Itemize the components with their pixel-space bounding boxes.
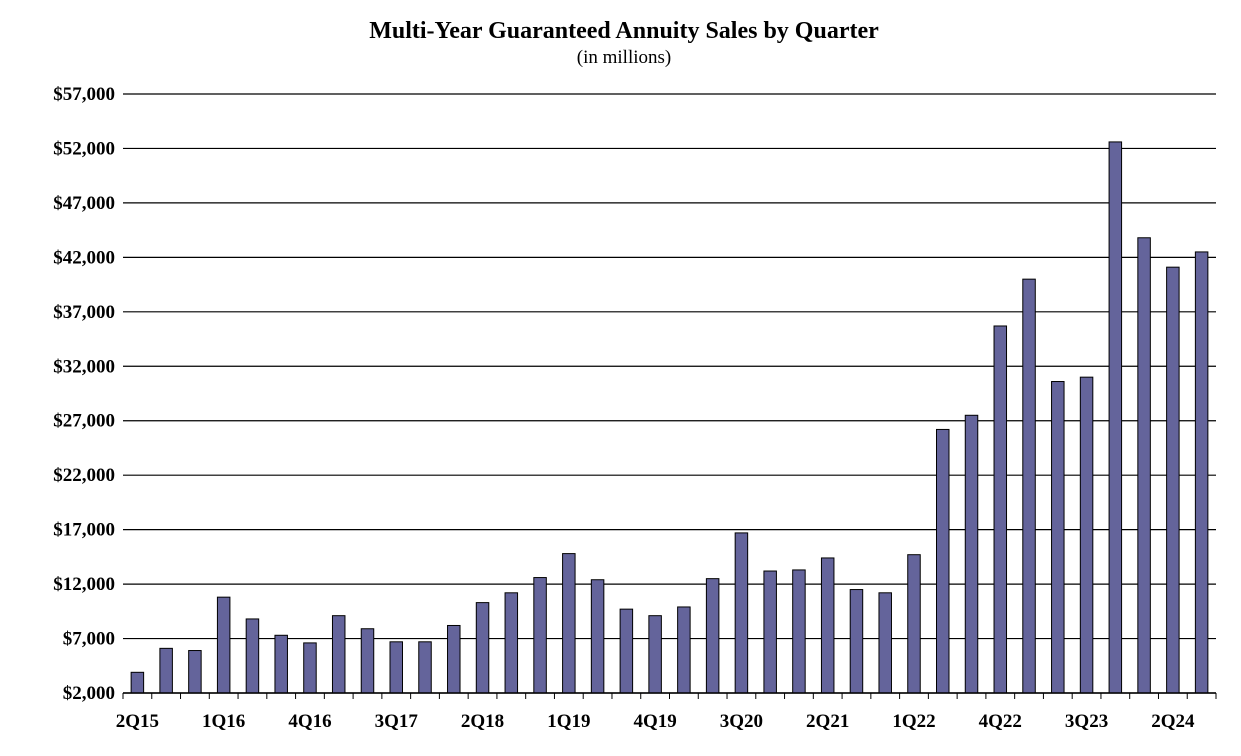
bar-1Q20 <box>677 606 691 694</box>
bar-1Q23 <box>1022 278 1036 694</box>
bar-1Q16 <box>216 596 231 694</box>
bar-4Q20 <box>763 570 777 694</box>
x-tick-label: 2Q15 <box>116 711 159 732</box>
x-tick-label: 3Q23 <box>1065 711 1108 732</box>
bar-4Q15 <box>188 650 202 694</box>
gridlines <box>123 93 1216 694</box>
bar-4Q18 <box>533 577 547 694</box>
y-tick-label: $12,000 <box>53 574 115 595</box>
bar-1Q19 <box>562 553 576 694</box>
x-tick-label: 3Q20 <box>720 711 763 732</box>
bar-1Q22 <box>907 554 921 694</box>
bar-3Q18 <box>504 592 519 694</box>
bar-1Q17 <box>331 615 346 694</box>
bar-3Q15 <box>159 647 173 694</box>
bar-3Q21 <box>849 589 864 694</box>
y-tick-label: $22,000 <box>53 465 115 486</box>
bar-4Q17 <box>418 641 432 694</box>
x-tick-label: 4Q22 <box>979 711 1022 732</box>
bar-2Q18 <box>475 602 490 694</box>
chart-subtitle: (in millions) <box>577 47 671 68</box>
x-tick-label: 1Q22 <box>892 711 935 732</box>
y-tick-label: $47,000 <box>53 193 115 214</box>
x-tick-label: 1Q19 <box>547 711 590 732</box>
y-tick-label: $7,000 <box>63 629 115 650</box>
x-tick-label: 2Q24 <box>1151 711 1195 732</box>
x-tick-label: 1Q16 <box>202 711 245 732</box>
y-tick-label: $37,000 <box>53 302 115 323</box>
x-tick-label: 4Q16 <box>288 711 331 732</box>
bar-2Q15 <box>130 671 145 694</box>
bar-2Q16 <box>245 618 260 694</box>
bar-1Q18 <box>447 624 461 694</box>
bar-3Q24 <box>1194 251 1209 694</box>
bar-4Q19 <box>648 615 662 694</box>
bars <box>130 141 1209 694</box>
y-tick-label: $52,000 <box>53 138 115 159</box>
bar-4Q21 <box>878 592 892 694</box>
x-tick-label: 3Q17 <box>375 711 419 732</box>
bar-3Q16 <box>274 634 288 694</box>
x-tick-label: 2Q18 <box>461 711 504 732</box>
bar-1Q21 <box>792 569 806 694</box>
bar-3Q22 <box>964 414 979 694</box>
y-tick-label: $27,000 <box>53 411 115 432</box>
y-axis-ticks: $2,000 $7,000 $12,000 $17,000 $22,000 $27,000… <box>53 84 115 704</box>
bar-2Q19 <box>590 579 605 694</box>
bar-4Q23 <box>1108 141 1123 694</box>
x-tick-label: 2Q21 <box>806 711 849 732</box>
bar-2Q20 <box>705 578 720 694</box>
bar-3Q23 <box>1079 376 1094 694</box>
bar-4Q16 <box>303 642 317 694</box>
bar-3Q19 <box>619 608 634 694</box>
bar-3Q17 <box>389 641 403 694</box>
chart-title: Multi-Year Guaranteed Annuity Sales by Q… <box>369 18 879 44</box>
x-axis <box>122 692 1217 699</box>
y-tick-label: $57,000 <box>53 84 115 105</box>
x-tick-label: 4Q19 <box>633 711 676 732</box>
y-tick-label: $2,000 <box>63 683 115 704</box>
bar-2Q24 <box>1166 266 1180 694</box>
bar-2Q21 <box>820 557 835 694</box>
bar-2Q22 <box>936 428 950 694</box>
bar-2Q23 <box>1051 381 1065 694</box>
y-tick-label: $42,000 <box>53 247 115 268</box>
bar-1Q24 <box>1137 237 1151 694</box>
bar-4Q22 <box>993 325 1008 694</box>
y-tick-label: $17,000 <box>53 520 115 541</box>
y-tick-label: $32,000 <box>53 356 115 377</box>
bar-2Q17 <box>360 628 375 694</box>
bar-3Q20 <box>734 532 749 694</box>
x-axis-ticks: 2Q15 1Q16 4Q16 3Q17 2Q18 1Q19 4Q19 3Q20 2Q21 1Q22… <box>116 711 1195 732</box>
